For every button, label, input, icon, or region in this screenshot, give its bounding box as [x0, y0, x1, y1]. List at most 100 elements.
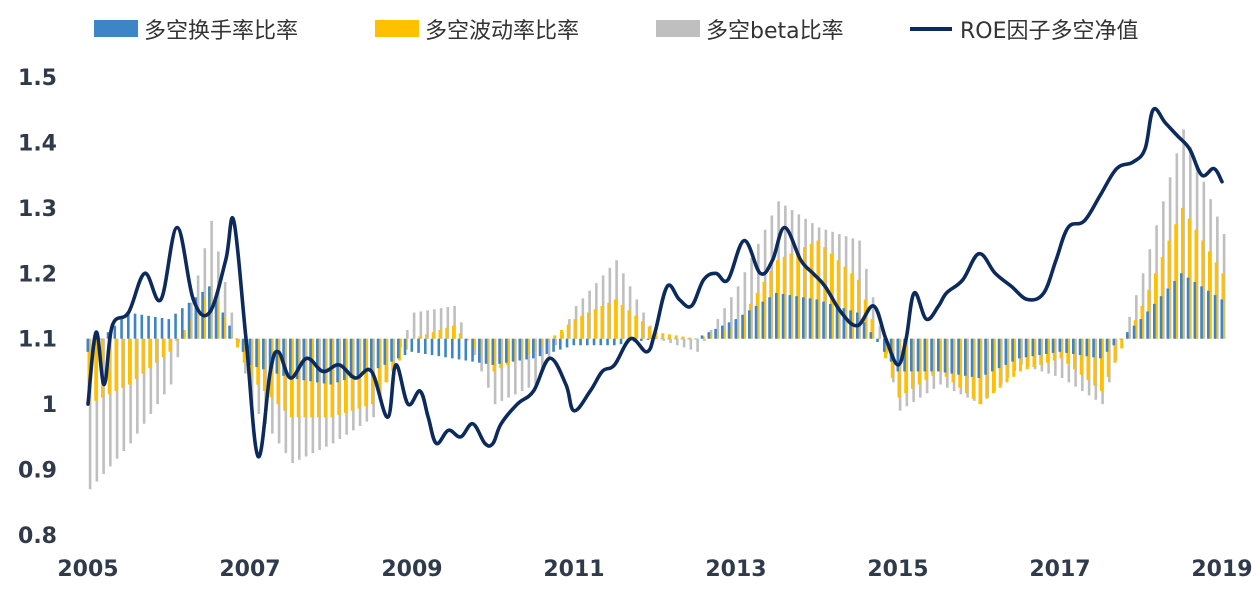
turnover-bar	[572, 338, 576, 346]
turnover-bar	[680, 338, 684, 340]
turnover-bar	[505, 338, 508, 363]
volatility-bar	[654, 332, 658, 339]
beta-bar	[534, 338, 537, 385]
turnover-bar	[660, 338, 663, 340]
x-tick-label: 2007	[219, 557, 280, 582]
turnover-bar	[842, 308, 846, 339]
turnover-bar	[127, 312, 130, 339]
turnover-bar	[147, 315, 150, 339]
turnover-bar	[862, 322, 866, 339]
turnover-bar	[579, 338, 582, 346]
beta-bar	[527, 338, 531, 388]
legend-item: 多空波动率比率	[375, 19, 579, 44]
turnover-bar	[444, 338, 447, 358]
turnover-bar	[457, 338, 461, 360]
turnover-bar	[991, 338, 994, 372]
volatility-bar	[566, 324, 570, 339]
volatility-bar	[418, 336, 422, 339]
turnover-bar	[113, 325, 117, 339]
beta-bar	[655, 338, 659, 340]
turnover-bar	[167, 319, 171, 339]
turnover-bar	[1220, 299, 1224, 339]
beta-bar	[750, 258, 753, 339]
turnover-bar	[154, 316, 157, 339]
beta-bar	[95, 338, 99, 482]
beta-bar	[689, 338, 693, 350]
volatility-bar	[580, 315, 584, 339]
volatility-bar	[1106, 338, 1110, 377]
turnover-bar	[916, 338, 920, 372]
volatility-bar	[573, 319, 577, 339]
volatility-bar	[627, 310, 631, 339]
y-tick-label: 1.5	[18, 66, 57, 91]
turnover-bar	[964, 338, 967, 376]
volatility-bar	[1113, 338, 1117, 363]
turnover-bar	[194, 297, 198, 339]
turnover-bar	[160, 318, 164, 339]
volatility-bar	[452, 325, 455, 339]
turnover-bar	[417, 338, 420, 353]
x-tick-label: 2019	[1191, 557, 1252, 582]
beta-bar	[115, 338, 119, 459]
turnover-bar	[795, 296, 798, 339]
turnover-bar	[349, 338, 353, 378]
beta-bar	[223, 282, 227, 339]
turnover-bar	[187, 302, 191, 339]
turnover-bar	[464, 338, 468, 361]
beta-bar	[703, 338, 706, 341]
beta-bar	[723, 308, 726, 339]
volatility-bar	[87, 338, 91, 405]
beta-bar	[439, 308, 443, 339]
beta-bar	[669, 338, 672, 344]
turnover-bar	[1051, 338, 1055, 353]
legend-item: 多空beta比率	[656, 19, 844, 44]
turnover-bar	[140, 314, 144, 339]
beta-bar	[169, 338, 173, 385]
beta-bar	[136, 338, 139, 434]
x-tick-label: 2013	[705, 557, 766, 582]
turnover-bar	[559, 338, 562, 350]
volatility-bar	[1086, 338, 1090, 381]
turnover-bar	[1166, 288, 1170, 339]
turnover-bar	[1024, 338, 1028, 358]
beta-bar	[500, 338, 504, 401]
turnover-bar	[950, 338, 954, 374]
bars	[86, 129, 1226, 490]
volatility-bar	[587, 312, 590, 339]
turnover-bar	[741, 314, 744, 339]
turnover-bar	[754, 306, 758, 339]
turnover-bar	[1011, 338, 1014, 362]
turnover-bar	[1180, 273, 1183, 339]
turnover-bar	[518, 338, 522, 361]
beta-bar	[102, 338, 105, 474]
turnover-bar	[1213, 295, 1217, 339]
turnover-bar	[262, 338, 265, 370]
legend-label: 多空波动率比率	[425, 19, 579, 44]
turnover-bar	[390, 338, 393, 362]
beta-bar	[736, 286, 740, 339]
turnover-bar	[228, 325, 231, 339]
volatility-bar	[121, 338, 125, 388]
turnover-bar	[100, 338, 103, 340]
volatility-bar	[803, 247, 806, 339]
turnover-bar	[437, 338, 441, 357]
beta-bar	[1128, 316, 1131, 339]
volatility-bar	[614, 299, 617, 339]
turnover-bar	[1085, 338, 1089, 357]
beta-bar	[176, 338, 180, 358]
turnover-bar	[937, 338, 940, 372]
beta-bar	[142, 338, 146, 424]
turnover-bar	[606, 338, 609, 346]
volatility-bar	[661, 333, 665, 339]
turnover-bar	[356, 338, 360, 376]
turnover-bar	[1105, 338, 1109, 352]
beta-bar	[230, 312, 234, 339]
legend-item: 多空换手率比率	[94, 19, 298, 44]
volatility-bar	[134, 338, 138, 380]
volatility-bar	[107, 338, 111, 395]
x-tick-label: 2011	[543, 557, 604, 582]
turnover-bar	[133, 313, 137, 339]
turnover-bar	[700, 335, 704, 339]
volatility-bar	[641, 321, 644, 339]
